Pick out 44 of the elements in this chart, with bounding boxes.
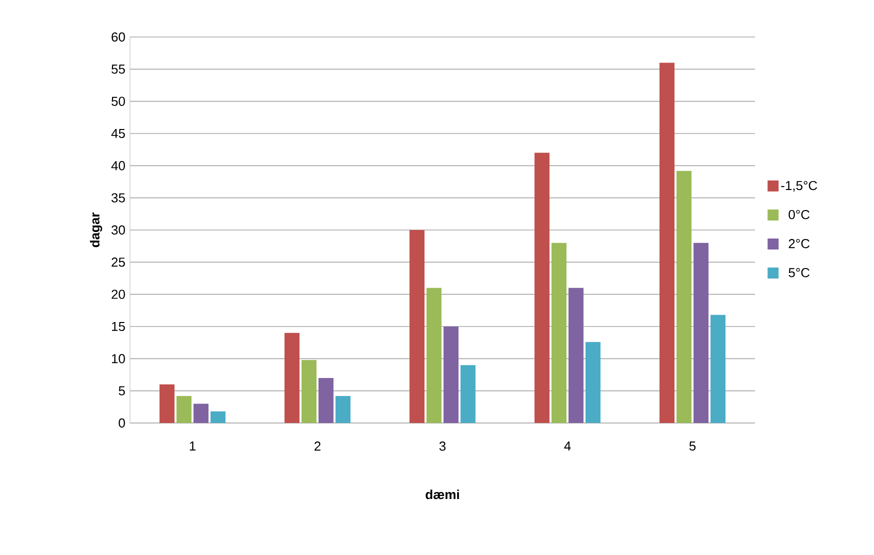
bar	[160, 384, 175, 423]
bar	[194, 404, 209, 423]
bar	[302, 360, 317, 423]
bar	[568, 288, 584, 423]
bar	[336, 396, 351, 423]
x-axis-title: dæmi	[426, 490, 459, 500]
y-tick-label: 60	[112, 32, 125, 42]
bar	[176, 396, 192, 423]
y-tick-label: 35	[112, 193, 125, 202]
bar	[426, 288, 442, 423]
bar	[444, 326, 459, 423]
bar	[410, 230, 425, 423]
x-tick-label: 1	[190, 442, 196, 450]
legend-label: 5°C	[788, 268, 810, 278]
x-tick-label: 2	[314, 442, 320, 451]
y-tick-label: 50	[112, 96, 125, 106]
bar	[660, 62, 675, 423]
y-tick-label: 30	[112, 225, 125, 235]
legend-label: 2°C	[788, 238, 810, 248]
y-tick-label: 20	[112, 290, 125, 299]
legend-label: 0°C	[788, 210, 810, 220]
bar	[694, 242, 709, 423]
bar	[710, 314, 726, 423]
bar	[318, 378, 334, 423]
x-tick-label: 3	[439, 442, 446, 451]
y-tick-label: 25	[112, 258, 125, 267]
y-tick-label: 5	[118, 386, 125, 396]
y-tick-label: 0	[118, 418, 125, 428]
y-tick-label: 55	[112, 64, 125, 74]
legend-label: -1,5°C	[781, 180, 818, 192]
y-tick-label: 15	[112, 322, 125, 332]
bar	[552, 242, 567, 423]
y-axis-title: dagar	[90, 212, 102, 248]
y-tick-label: 40	[111, 161, 125, 170]
bar	[210, 411, 226, 423]
y-tick-label: 10	[112, 354, 125, 364]
bar	[586, 342, 601, 423]
x-tick-label: 5	[689, 442, 696, 451]
x-tick-label: 4	[564, 442, 571, 450]
bar	[534, 152, 550, 423]
bar	[284, 332, 300, 423]
bar	[460, 365, 476, 423]
y-tick-label: 45	[111, 128, 125, 138]
bar	[676, 170, 692, 423]
